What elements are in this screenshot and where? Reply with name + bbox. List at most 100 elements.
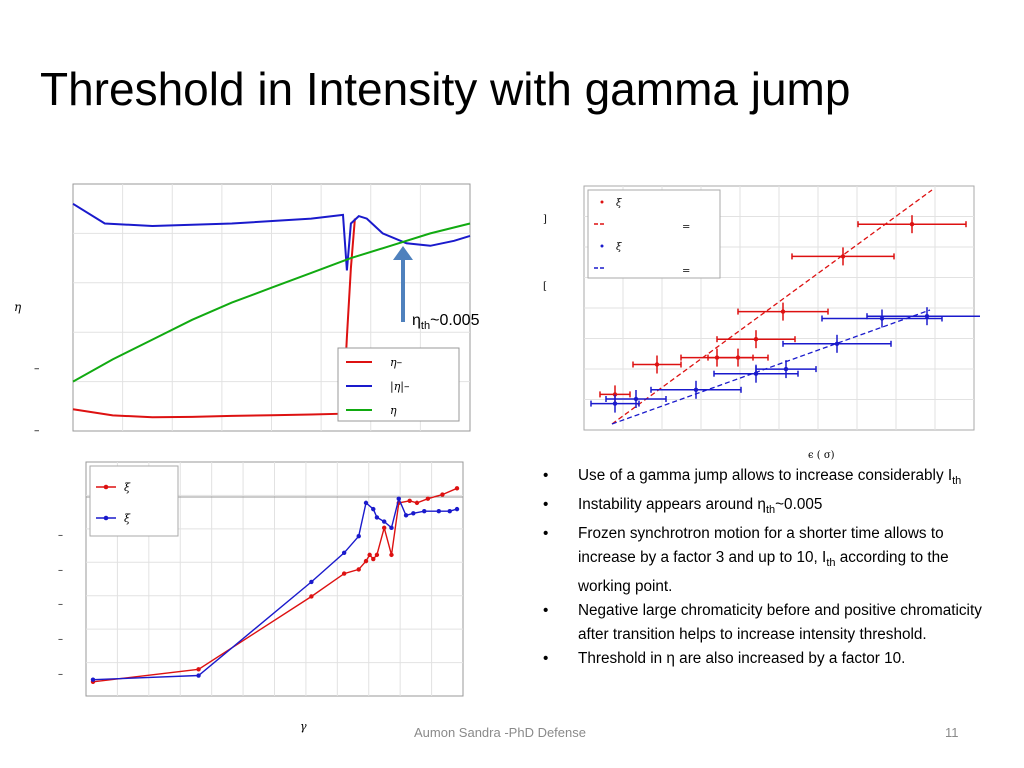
error-bar-point: [707, 348, 769, 367]
legend-label: ξ: [124, 512, 131, 525]
series-marker: [389, 525, 394, 531]
series-line: [72, 222, 471, 383]
slide-title: Threshold in Intensity with gamma jump: [40, 63, 851, 115]
series-marker: [403, 513, 409, 518]
series-marker: [454, 506, 460, 512]
bullet-subscript: th: [952, 475, 962, 488]
legend-label: |η|–: [390, 380, 410, 394]
bullet-text: according to the working point.: [578, 549, 949, 596]
bullet-text: ~0.005: [775, 496, 823, 514]
bullet-item: • Threshold in η are also increased by a …: [543, 647, 983, 671]
error-bar-point: [866, 307, 980, 326]
series-marker: [90, 677, 96, 682]
series-marker: [309, 594, 314, 599]
plot-threshold-ytick-2: [: [543, 281, 547, 292]
series-marker: [374, 552, 380, 558]
series-marker: [363, 500, 369, 506]
plot-chromaticity-tick-1: –: [58, 530, 63, 541]
plot-eta-tick-2: –: [34, 424, 40, 437]
bullet-subscript: th: [826, 557, 836, 570]
plot-threshold-fit-lines: [611, 189, 933, 425]
legend-label: η: [390, 404, 397, 417]
eta-threshold-arrow: [393, 246, 413, 322]
series-marker: [382, 519, 387, 524]
series-line: [72, 202, 471, 271]
plot-threshold-legend: ξ = ξ =: [587, 189, 721, 279]
series-marker: [422, 509, 427, 514]
error-bar-point: [782, 334, 892, 353]
error-bar-point: [857, 215, 967, 234]
plot-eta-tick-1: –: [34, 362, 40, 375]
plot-chromaticity-tick-4: –: [58, 634, 63, 645]
plot-chromaticity-tick-3: –: [58, 599, 63, 610]
series-marker: [196, 667, 201, 672]
series-marker: [436, 509, 441, 514]
series-marker: [367, 552, 372, 558]
series-marker: [447, 509, 452, 514]
bullet-list: • Use of a gamma jump allows to increase …: [543, 464, 983, 671]
series-marker: [454, 486, 460, 491]
series-marker: [389, 552, 394, 558]
series-marker: [356, 567, 361, 572]
legend-label: ξ: [616, 242, 622, 253]
series-marker: [440, 492, 445, 497]
bullet-dot: •: [543, 467, 549, 484]
legend-label: =: [682, 266, 690, 277]
bullet-text: Use of a gamma jump allows to increase c…: [578, 467, 953, 484]
plot-chromaticity-tick-5: –: [58, 669, 63, 680]
plot-threshold-xlabel: ϵ ( σ): [808, 450, 835, 461]
bullet-dot: •: [543, 602, 549, 620]
legend-label: ξ: [616, 198, 622, 209]
eta-threshold-annotation: ηth~0.005: [412, 312, 480, 333]
plot-chromaticity-tick-2: –: [58, 565, 63, 576]
error-bar-point: [791, 247, 895, 266]
error-bar-point: [821, 309, 943, 328]
series-marker: [371, 506, 376, 512]
bullet-item: • Negative large chromaticity before and …: [543, 599, 983, 647]
bullet-dot: •: [543, 496, 549, 514]
legend-swatch: [600, 244, 604, 248]
plot-chromaticity-series: [90, 486, 460, 684]
footer-author: Aumon Sandra -PhD Defense: [414, 725, 586, 740]
bullet-item: • Frozen synchrotron motion for a shorter…: [543, 522, 983, 599]
legend-label: η–: [390, 356, 403, 369]
error-bar-point: [755, 360, 817, 379]
bullet-item: • Instability appears around ηth~0.005: [543, 493, 983, 522]
plot-eta-legend: η– |η|– η: [337, 347, 460, 422]
fit-line: [611, 189, 933, 425]
bullet-text: Instability appears around η: [578, 496, 766, 514]
series-marker: [414, 500, 420, 506]
series-marker: [341, 550, 347, 555]
error-bar-point: [650, 380, 742, 399]
plot-threshold-emittance: ] [ ϵ ( σ) ξ = ξ =: [543, 185, 980, 461]
plot-threshold-ytick-1: ]: [543, 214, 547, 225]
bullet-dot: •: [543, 650, 549, 668]
bullet-text: Threshold in η are also increased by a f…: [578, 650, 906, 668]
series-marker: [356, 533, 361, 539]
series-marker: [363, 558, 369, 564]
series-marker: [425, 496, 431, 501]
error-bar-point: [632, 355, 682, 374]
error-bar-point: [605, 390, 667, 408]
slide-number: 11: [945, 725, 959, 740]
series-marker: [411, 511, 416, 516]
series-marker: [374, 515, 380, 520]
bullet-subscript: th: [765, 504, 776, 517]
legend-label: ξ: [124, 481, 131, 494]
series-marker: [309, 579, 314, 585]
plot-threshold-points: [590, 215, 980, 413]
series-line: [72, 218, 356, 419]
series-marker: [407, 498, 412, 503]
plot-eta-series: [72, 202, 471, 419]
bullet-dot: •: [543, 525, 549, 543]
series-marker: [396, 496, 401, 501]
series-marker: [196, 673, 201, 678]
series-marker: [371, 556, 376, 562]
plot-eta-ylabel: η: [14, 300, 22, 314]
series-marker: [341, 571, 347, 576]
plot-eta: η – – η– |η|– η: [14, 183, 471, 437]
legend-swatch: [600, 200, 604, 204]
bullet-item: • Use of a gamma jump allows to increase …: [543, 464, 983, 493]
plot-chromaticity-xlabel: γ: [300, 720, 307, 733]
error-bar-point: [716, 330, 796, 349]
